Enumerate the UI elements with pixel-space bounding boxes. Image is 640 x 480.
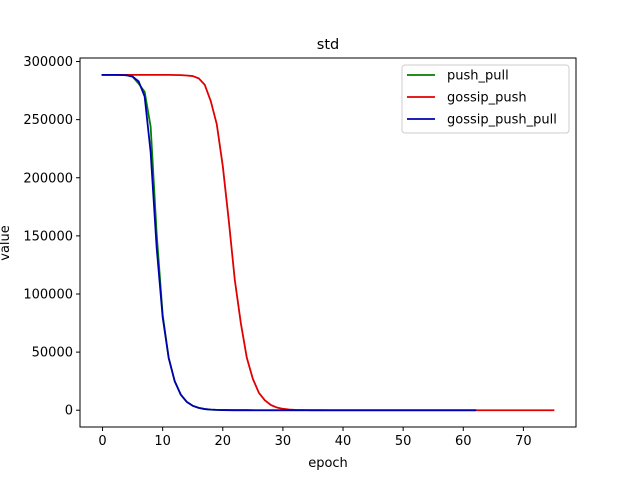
x-tick-label: 10 [154, 434, 171, 449]
series-layer [101, 73, 555, 412]
y-tick-label: 50000 [32, 346, 73, 361]
chart-title: std [317, 37, 339, 53]
y-tick-label: 250000 [23, 113, 73, 128]
legend: push_pull gossip_push gossip_push_pull [401, 64, 570, 134]
legend-box [401, 64, 570, 134]
legend-label-gossip-push-pull: gossip_push_pull [447, 113, 557, 128]
x-tick-label: 70 [515, 434, 532, 449]
x-tick-label: 30 [275, 434, 292, 449]
y-axis-label: value [0, 225, 13, 261]
plot-frame [79, 57, 577, 428]
x-tick-label: 0 [98, 434, 106, 449]
x-tick-label: 60 [455, 434, 472, 449]
y-tick-label: 300000 [23, 55, 73, 70]
y-tick-label: 200000 [23, 171, 73, 186]
x-tick-label: 50 [395, 434, 412, 449]
y-tick-label: 0 [65, 404, 73, 419]
x-axis: 0 10 20 30 40 50 60 70 [98, 427, 532, 449]
x-axis-label: epoch [308, 456, 348, 471]
x-tick-label: 40 [335, 434, 352, 449]
y-tick-label: 100000 [23, 287, 73, 302]
y-tick-label: 150000 [23, 229, 73, 244]
x-tick-label: 20 [215, 434, 232, 449]
series-line-gossip-push-pull [101, 73, 477, 412]
legend-label-gossip-push: gossip_push [447, 91, 527, 106]
y-axis: 0 50000 100000 150000 200000 250000 300000 [23, 55, 80, 419]
legend-label-push-pull: push_pull [447, 69, 509, 84]
